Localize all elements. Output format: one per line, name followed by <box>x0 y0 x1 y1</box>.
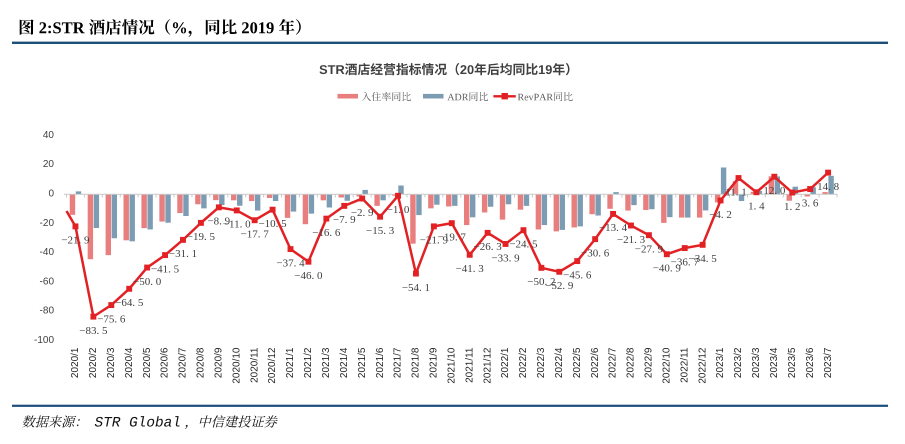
svg-text:2021/8: 2021/8 <box>411 347 422 378</box>
svg-text:−36. 7: −36. 7 <box>671 256 700 268</box>
svg-text:−21. 3: −21. 3 <box>617 234 646 246</box>
svg-text:−64. 5: −64. 5 <box>115 297 144 309</box>
svg-text:2022/5: 2022/5 <box>572 347 583 378</box>
svg-text:1. 2: 1. 2 <box>784 201 801 213</box>
svg-text:2020/6: 2020/6 <box>160 347 171 378</box>
svg-text:2023/7: 2023/7 <box>823 347 834 378</box>
svg-text:−45. 6: −45. 6 <box>563 269 592 281</box>
svg-text:2021/1: 2021/1 <box>285 347 296 378</box>
svg-text:2020/7: 2020/7 <box>178 347 189 378</box>
svg-text:−34. 5: −34. 5 <box>689 253 718 265</box>
svg-text:−26. 3: −26. 3 <box>474 241 503 253</box>
svg-text:2022/8: 2022/8 <box>626 347 637 378</box>
svg-text:2023/4: 2023/4 <box>769 347 780 378</box>
svg-text:2022/12: 2022/12 <box>697 347 708 384</box>
svg-text:−15. 3: −15. 3 <box>366 225 395 237</box>
svg-text:2020/9: 2020/9 <box>213 347 224 378</box>
svg-text:11. 1: 11. 1 <box>725 186 747 198</box>
svg-text:−52. 9: −52. 9 <box>545 280 574 292</box>
svg-text:−40. 9: −40. 9 <box>653 263 682 275</box>
svg-text:2023/3: 2023/3 <box>751 347 762 378</box>
svg-text:20: 20 <box>43 159 55 170</box>
svg-text:−21. 9: −21. 9 <box>420 235 449 247</box>
svg-text:−31. 1: −31. 1 <box>169 248 197 260</box>
svg-text:2021/12: 2021/12 <box>482 347 493 384</box>
svg-text:2022/1: 2022/1 <box>500 347 511 378</box>
svg-text:−2. 9: −2. 9 <box>351 207 374 219</box>
svg-text:2021/3: 2021/3 <box>321 347 332 378</box>
svg-text:−27. 9: −27. 9 <box>635 243 664 255</box>
svg-text:2020/11: 2020/11 <box>249 347 260 383</box>
svg-text:−7. 9: −7. 9 <box>333 214 356 226</box>
svg-text:-80: -80 <box>40 306 55 317</box>
svg-text:2020/1: 2020/1 <box>70 347 81 378</box>
svg-text:2021/10: 2021/10 <box>446 347 457 384</box>
svg-text:14. 8: 14. 8 <box>817 181 840 193</box>
svg-text:−19. 5: −19. 5 <box>187 231 216 243</box>
svg-text:-20: -20 <box>40 218 55 229</box>
svg-text:-60: -60 <box>40 276 55 287</box>
svg-text:−1. 0: −1. 0 <box>387 204 410 216</box>
svg-text:2020/3: 2020/3 <box>106 347 117 378</box>
svg-text:2022/2: 2022/2 <box>518 347 529 378</box>
svg-text:2020/5: 2020/5 <box>142 347 153 378</box>
svg-text:-100: -100 <box>34 335 54 346</box>
svg-text:−50. 2: −50. 2 <box>527 276 555 288</box>
svg-text:2023/5: 2023/5 <box>787 347 798 378</box>
svg-text:2021/9: 2021/9 <box>429 347 440 378</box>
svg-text:2021/6: 2021/6 <box>375 347 386 378</box>
svg-text:2021/5: 2021/5 <box>357 347 368 378</box>
svg-text:0: 0 <box>48 189 54 200</box>
svg-text:−75. 6: −75. 6 <box>97 313 126 325</box>
svg-text:−21. 9: −21. 9 <box>61 235 90 247</box>
svg-text:2023/1: 2023/1 <box>715 347 726 378</box>
svg-text:−41. 3: −41. 3 <box>456 263 485 275</box>
svg-text:−37. 4: −37. 4 <box>276 257 305 269</box>
svg-text:2022/6: 2022/6 <box>590 347 601 378</box>
svg-text:−4. 2: −4. 2 <box>709 209 732 221</box>
svg-text:−16. 6: −16. 6 <box>312 227 341 239</box>
svg-text:2020/8: 2020/8 <box>196 347 207 378</box>
svg-text:2020/2: 2020/2 <box>88 347 99 378</box>
svg-text:2022/7: 2022/7 <box>608 347 619 378</box>
svg-text:2020/10: 2020/10 <box>231 347 242 384</box>
svg-text:−13. 4: −13. 4 <box>599 222 628 234</box>
svg-text:−54. 1: −54. 1 <box>402 282 430 294</box>
svg-text:2022/4: 2022/4 <box>554 347 565 378</box>
svg-text:−41. 5: −41. 5 <box>151 263 180 275</box>
svg-text:−19. 7: −19. 7 <box>438 231 467 243</box>
svg-text:2021/2: 2021/2 <box>303 347 314 378</box>
svg-text:−11. 0: −11. 0 <box>223 219 251 231</box>
svg-text:2021/11: 2021/11 <box>464 347 475 383</box>
svg-text:−33. 9: −33. 9 <box>491 252 520 264</box>
svg-text:−17. 7: −17. 7 <box>241 229 270 241</box>
svg-text:2023/6: 2023/6 <box>805 347 816 378</box>
svg-text:−24. 5: −24. 5 <box>509 238 538 250</box>
svg-text:2022/3: 2022/3 <box>536 347 547 378</box>
svg-text:−50. 0: −50. 0 <box>133 276 162 288</box>
svg-text:2022/11: 2022/11 <box>679 347 690 383</box>
svg-text:−83. 5: −83. 5 <box>79 325 108 337</box>
svg-text:2020/12: 2020/12 <box>267 347 278 384</box>
svg-text:-40: -40 <box>40 247 55 258</box>
svg-text:3. 6: 3. 6 <box>802 197 819 209</box>
svg-text:2021/7: 2021/7 <box>393 347 404 378</box>
svg-text:2022/10: 2022/10 <box>661 347 672 384</box>
svg-text:−10. 5: −10. 5 <box>258 218 287 230</box>
svg-text:1. 4: 1. 4 <box>748 201 765 213</box>
svg-text:−46. 0: −46. 0 <box>294 270 323 282</box>
svg-text:12. 0: 12. 0 <box>763 185 786 197</box>
svg-text:2023/2: 2023/2 <box>733 347 744 378</box>
svg-text:−30. 6: −30. 6 <box>581 247 610 259</box>
svg-text:2021/4: 2021/4 <box>339 347 350 378</box>
svg-text:2022/9: 2022/9 <box>644 347 655 378</box>
svg-text:2020/4: 2020/4 <box>124 347 135 378</box>
svg-text:40: 40 <box>43 130 55 141</box>
svg-text:−8. 9: −8. 9 <box>207 216 230 228</box>
